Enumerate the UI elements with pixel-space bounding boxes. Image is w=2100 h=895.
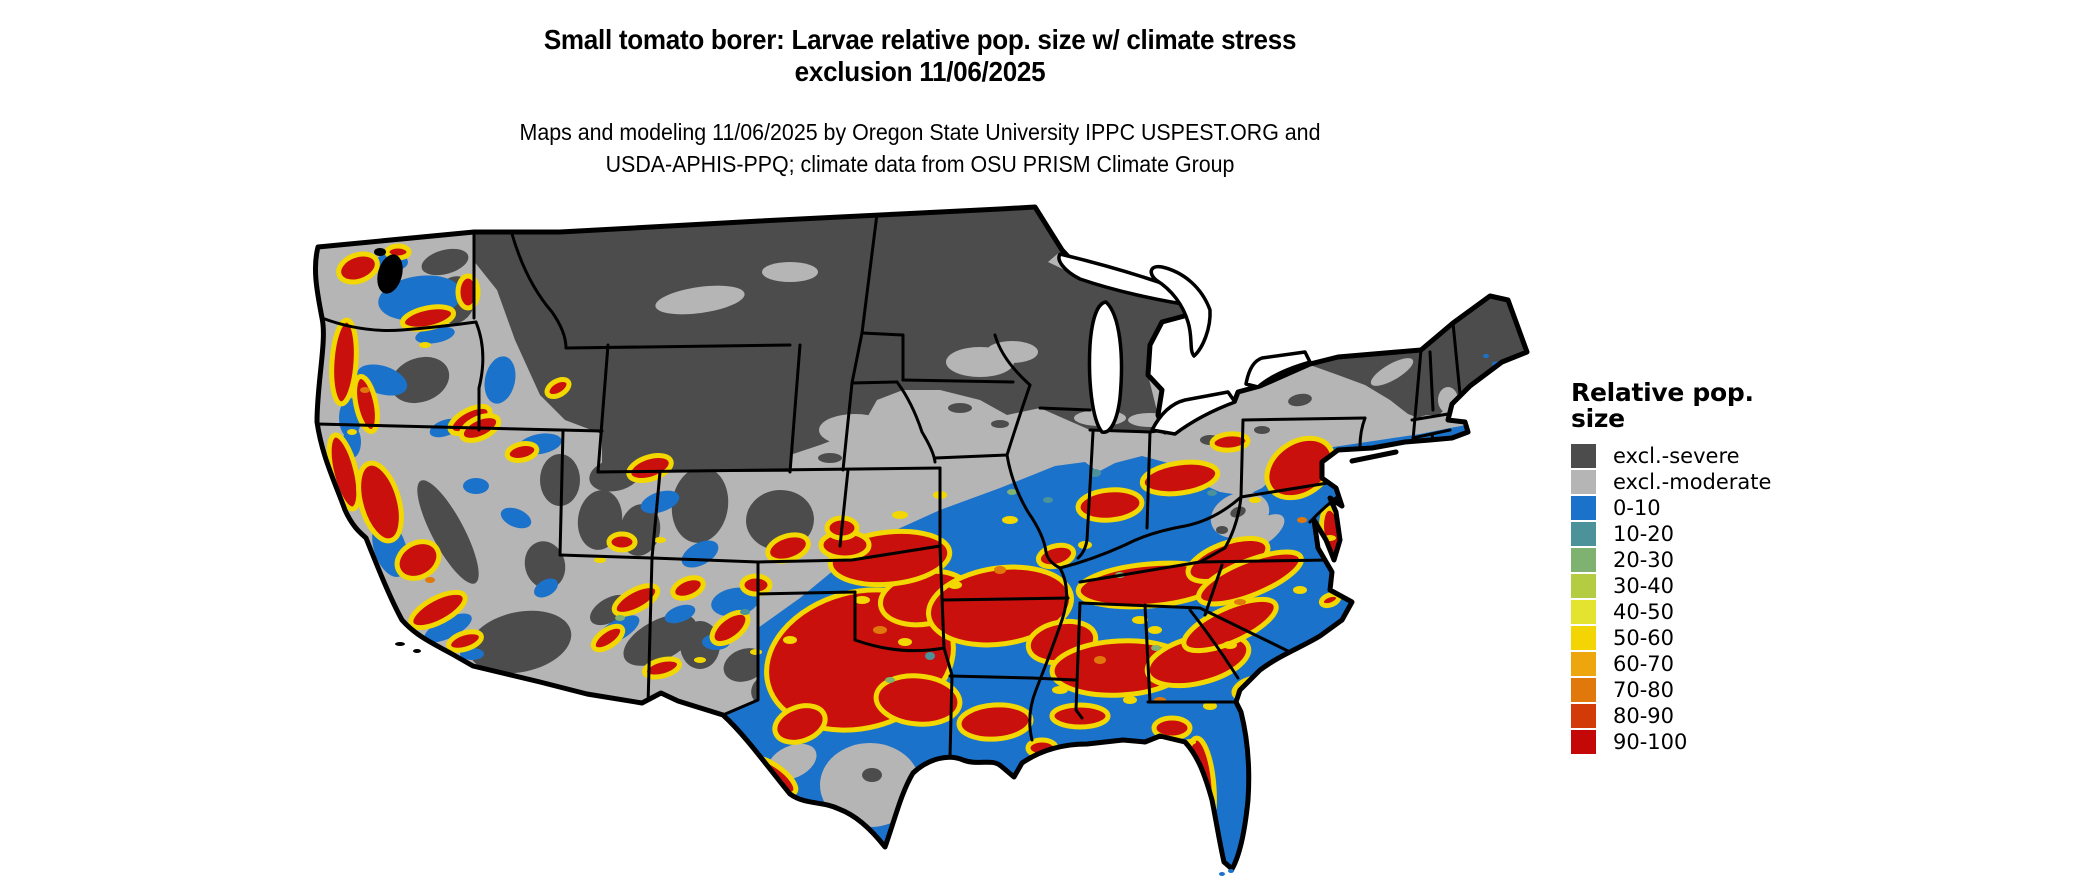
legend-label: excl.-severe bbox=[1613, 444, 1740, 468]
legend-row-excl.-severe: excl.-severe bbox=[1571, 443, 1811, 469]
legend-row-40-50: 40-50 bbox=[1571, 599, 1811, 625]
legend-row-80-90: 80-90 bbox=[1571, 703, 1811, 729]
legend-title: Relative pop. size bbox=[1571, 378, 1754, 433]
legend-swatch-excl.-moderate bbox=[1571, 470, 1596, 494]
legend-row-excl.-moderate: excl.-moderate bbox=[1571, 469, 1811, 495]
channel-island bbox=[413, 649, 421, 653]
map-subtitle-line1: Maps and modeling 11/06/2025 by Oregon S… bbox=[519, 119, 1321, 145]
lake-huron bbox=[1149, 264, 1212, 358]
legend-swatch-0-10 bbox=[1571, 496, 1596, 520]
legend-swatch-80-90 bbox=[1571, 704, 1596, 728]
map-title-line1: Small tomato borer: Larvae relative pop.… bbox=[543, 24, 1297, 55]
state-borders bbox=[315, 212, 1462, 759]
puget-sound bbox=[377, 254, 403, 294]
legend-swatch-excl.-severe bbox=[1571, 444, 1596, 468]
legend-label: 80-90 bbox=[1613, 704, 1675, 728]
map-legend: Relative pop. size excl.-severe excl.-mod… bbox=[1571, 380, 1811, 755]
legend-swatch-50-60 bbox=[1571, 626, 1596, 650]
legend-row-0-10: 0-10 bbox=[1571, 495, 1811, 521]
us-outline bbox=[312, 204, 1530, 872]
region-90-100 bbox=[326, 243, 1509, 841]
legend-swatch-70-80 bbox=[1571, 678, 1596, 702]
map-subtitle-line2: USDA-APHIS-PPQ; climate data from OSU PR… bbox=[605, 151, 1235, 177]
legend-label: 70-80 bbox=[1613, 678, 1675, 702]
us-map bbox=[312, 204, 1530, 876]
legend-swatch-90-100 bbox=[1571, 730, 1596, 754]
florida-keys bbox=[1219, 869, 1234, 876]
legend-label: 20-30 bbox=[1613, 548, 1675, 572]
region-70-80-speckles bbox=[360, 387, 1307, 703]
lake-erie bbox=[1150, 390, 1237, 436]
long-island bbox=[1349, 449, 1399, 464]
coastal-details bbox=[374, 248, 421, 653]
legend-row-30-40: 30-40 bbox=[1571, 573, 1811, 599]
legend-row-50-60: 50-60 bbox=[1571, 625, 1811, 651]
legend-label: 40-50 bbox=[1613, 600, 1675, 624]
lake-ontario bbox=[1244, 350, 1312, 389]
great-lakes bbox=[1057, 252, 1312, 436]
legend-row-20-30: 20-30 bbox=[1571, 547, 1811, 573]
legend-swatch-30-40 bbox=[1571, 574, 1596, 598]
legend-label: 10-20 bbox=[1613, 522, 1675, 546]
legend-row-90-100: 90-100 bbox=[1571, 729, 1811, 755]
legend-label: 60-70 bbox=[1613, 652, 1675, 676]
legend-label: 30-40 bbox=[1613, 574, 1675, 598]
lake-michigan bbox=[1087, 300, 1124, 434]
legend-label: 50-60 bbox=[1613, 626, 1675, 650]
legend-swatch-40-50 bbox=[1571, 600, 1596, 624]
legend-label: 0-10 bbox=[1613, 496, 1661, 520]
channel-island bbox=[395, 642, 405, 646]
map-subtitle: Maps and modeling 11/06/2025 by Oregon S… bbox=[353, 116, 1488, 180]
region-40-60-speckles bbox=[347, 342, 1336, 745]
legend-swatch-20-30 bbox=[1571, 548, 1596, 572]
map-title-line2: exclusion 11/06/2025 bbox=[794, 56, 1046, 87]
legend-items: excl.-severe excl.-moderate 0-10 10-20 20-30… bbox=[1571, 443, 1811, 755]
map-title: Small tomato borer: Larvae relative pop.… bbox=[353, 24, 1488, 88]
legend-row-10-20: 10-20 bbox=[1571, 521, 1811, 547]
legend-label: excl.-moderate bbox=[1613, 470, 1772, 494]
legend-row-60-70: 60-70 bbox=[1571, 651, 1811, 677]
legend-row-70-80: 70-80 bbox=[1571, 677, 1811, 703]
legend-swatch-60-70 bbox=[1571, 652, 1596, 676]
map-figure bbox=[308, 198, 1533, 890]
legend-label: 90-100 bbox=[1613, 730, 1688, 754]
legend-swatch-10-20 bbox=[1571, 522, 1596, 546]
